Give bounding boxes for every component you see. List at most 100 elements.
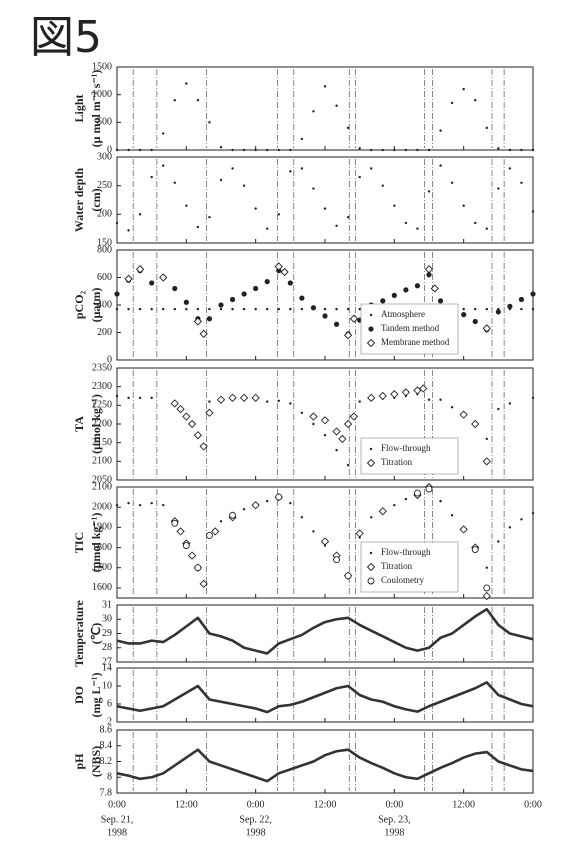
y-tick-label: 500 <box>97 117 112 128</box>
data-point <box>138 503 142 507</box>
data-point <box>242 148 246 152</box>
data-point <box>485 437 488 441</box>
data-point <box>430 284 439 293</box>
data-point <box>216 395 226 404</box>
y-tick-label: 1900 <box>92 522 112 533</box>
data-point <box>378 391 387 401</box>
data-line <box>116 607 534 655</box>
data-point <box>219 520 223 523</box>
data-point <box>312 530 315 533</box>
data-point <box>127 396 130 400</box>
data-point <box>289 148 292 152</box>
y-tick-label: 0 <box>107 354 112 365</box>
data-point <box>199 442 208 451</box>
data-point <box>251 393 260 403</box>
data-point <box>520 518 523 521</box>
data-point <box>508 148 512 152</box>
x-tick-label: 12:00 <box>314 799 337 810</box>
data-point <box>450 181 454 184</box>
data-line <box>116 748 534 783</box>
y-tick-label: 7.8 <box>100 787 113 798</box>
y-tick-label: 2100 <box>92 456 112 467</box>
y-tick-label: 800 <box>97 244 112 255</box>
data-point <box>323 85 327 88</box>
legend-marker <box>366 338 376 348</box>
y-tick-label: 8.4 <box>100 740 113 751</box>
legend-marker <box>366 458 376 468</box>
data-point <box>242 184 246 187</box>
y-tick-label: 2350 <box>92 362 112 373</box>
data-point <box>346 307 350 311</box>
data-point <box>483 584 491 592</box>
data-point <box>193 317 203 326</box>
data-point <box>228 393 237 403</box>
legend-label: Coulometry <box>381 575 424 585</box>
data-point <box>115 503 119 507</box>
data-point <box>343 331 353 340</box>
data-point <box>497 147 500 150</box>
y-tick-label: 2 <box>107 716 112 727</box>
legend-marker <box>369 447 373 451</box>
data-point <box>439 499 442 503</box>
data-point <box>150 175 153 179</box>
data-point <box>299 295 305 301</box>
x-tick-label: 0:00 <box>385 799 403 810</box>
y-tick-label: 1000 <box>92 89 112 100</box>
data-point <box>322 313 328 319</box>
data-point <box>520 307 523 311</box>
y-tick-label: 300 <box>97 151 112 162</box>
data-point <box>426 272 432 278</box>
data-point <box>413 489 421 497</box>
data-point <box>531 307 535 311</box>
data-point <box>231 307 234 311</box>
legend-label: Tandem method <box>381 323 440 333</box>
data-point <box>127 501 130 505</box>
data-point <box>138 307 142 311</box>
data-point <box>323 434 327 437</box>
y-axis-label: (NBS) <box>89 746 103 777</box>
x-tick-label: 0:00 <box>108 799 126 810</box>
data-point <box>393 204 396 207</box>
date-label: 1998 <box>384 827 404 838</box>
date-label: Sep. 22, <box>239 814 272 825</box>
data-point <box>300 516 304 519</box>
data-point <box>495 309 501 315</box>
data-point <box>485 126 488 130</box>
data-point <box>173 181 176 184</box>
y-tick-label: 1700 <box>92 562 112 573</box>
x-tick-label: 0:00 <box>247 799 265 810</box>
data-point <box>393 503 396 507</box>
data-point <box>312 110 315 113</box>
data-point <box>335 104 338 107</box>
x-tick-label: 0:00 <box>524 799 542 810</box>
y-axis-label: (℃) <box>89 623 103 644</box>
data-point <box>135 265 145 274</box>
y-tick-label: 1500 <box>92 61 112 72</box>
data-point <box>300 167 304 170</box>
data-point <box>391 292 397 298</box>
data-point <box>127 148 130 152</box>
data-point <box>253 285 259 292</box>
data-point <box>459 525 468 534</box>
data-point <box>439 129 442 132</box>
data-point <box>127 307 130 311</box>
data-point <box>115 221 119 225</box>
data-point <box>277 148 280 152</box>
data-point <box>474 221 477 225</box>
data-point <box>344 572 352 580</box>
data-point <box>264 279 270 285</box>
data-point <box>199 579 208 589</box>
y-tick-label: 10 <box>102 680 112 691</box>
data-point <box>205 531 213 539</box>
data-point <box>124 274 133 284</box>
y-tick-label: 29 <box>102 628 112 639</box>
data-point <box>266 307 269 311</box>
data-point <box>424 265 434 274</box>
data-point <box>171 519 179 527</box>
legend-label: Titration <box>381 457 413 467</box>
data-point <box>401 388 411 397</box>
legend-label: Titration <box>381 561 413 571</box>
data-point <box>150 307 153 311</box>
legend-marker <box>368 326 374 332</box>
